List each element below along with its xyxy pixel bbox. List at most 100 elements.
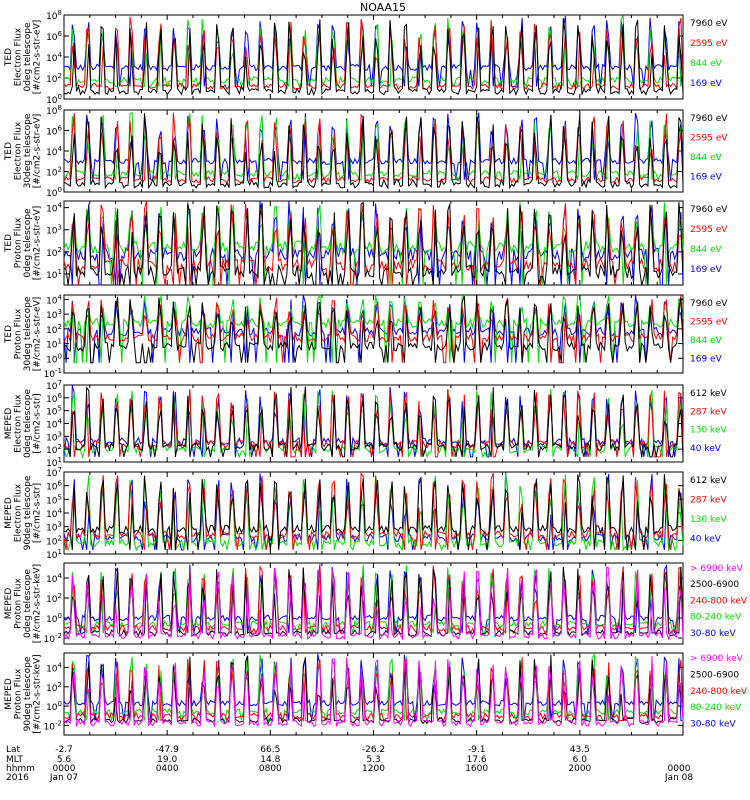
series-line-612-kev	[63, 386, 684, 458]
x-row-label: MLT	[6, 755, 24, 765]
y-tick-label: 102	[46, 246, 62, 259]
y-tick-label: 102	[46, 592, 62, 605]
legend-entry: 287 keV	[690, 407, 727, 417]
y-tick-label: 101	[46, 456, 62, 469]
x-tick-label: 19.0	[157, 755, 177, 765]
legend-entry: 287 keV	[690, 496, 727, 506]
legend-entry: 7960 eV	[690, 114, 728, 124]
legend-entry: 7960 eV	[690, 19, 728, 29]
x-tick-label: 5.6	[57, 755, 72, 765]
x-tick-label: 17.6	[467, 755, 487, 765]
y-tick-label: 102	[46, 166, 62, 179]
y-tick-label: 106	[46, 125, 62, 138]
x-tick-label: Jan 07	[49, 773, 78, 783]
y-axis-label-line: 0deg telescope	[23, 208, 33, 278]
x-tick-label: 66.5	[260, 745, 280, 755]
y-axis-label: MEPED Electron Flux 0deg telescope [#/cm2-s…	[4, 389, 43, 459]
y-tick-label: 104	[46, 202, 62, 215]
y-tick-label: 104	[46, 507, 62, 520]
y-axis-label-line: 90deg telescope	[23, 475, 33, 550]
y-axis-label-line: Proton Flux	[13, 668, 23, 719]
y-axis-label-line: MEPED	[4, 497, 14, 529]
y-tick-label: 106	[46, 480, 62, 493]
y-axis-label-line: MEPED	[4, 408, 14, 440]
y-tick-label: 10-2	[44, 632, 62, 645]
x-tick-label: 6.0	[573, 755, 588, 765]
series-line-80-240-kev	[63, 564, 684, 635]
x-row-label: 2016	[6, 773, 29, 783]
x-tick-label: -2.7	[55, 745, 73, 755]
y-tick-label: 107	[46, 466, 62, 479]
x-tick-label: -47.9	[156, 745, 180, 755]
x-tick-label: 2000	[568, 764, 591, 774]
panel-7: 10-2 100 102 104 MEPED Proton Flux 0deg telesc…	[4, 562, 748, 645]
x-tick-label: -9.1	[468, 745, 486, 755]
series-line-7960-ev	[63, 201, 684, 286]
y-tick-label: 104	[46, 51, 62, 64]
y-axis-label-line: Proton Flux	[13, 578, 23, 629]
legend-entry: > 6900 keV	[690, 564, 744, 574]
y-axis-label-line: 30deg telescope	[23, 113, 33, 188]
y-tick-label: 104	[46, 293, 62, 306]
legend-entry: 844 eV	[690, 336, 723, 346]
y-axis-label-line: 0deg telescope	[23, 569, 33, 639]
x-tick-label: 0400	[156, 764, 179, 774]
y-axis-label-line: 30deg telescope	[23, 296, 33, 371]
legend-entry: 30-80 keV	[690, 720, 736, 730]
legend-entry: 2595 eV	[690, 318, 728, 328]
y-axis-label-line: MEPED	[4, 588, 14, 620]
y-tick-label: 102	[46, 72, 62, 85]
legend-entry: 30-80 keV	[690, 629, 736, 639]
y-axis-label-line: [#/cm2-s-str-eV]	[32, 297, 42, 372]
legend-entry: 2595 eV	[690, 39, 728, 49]
series-line--6900-kev	[63, 656, 684, 728]
legend-entry: 2595 eV	[690, 225, 728, 235]
x-tick-label: 1600	[465, 764, 488, 774]
series-line-612-kev	[63, 474, 684, 550]
y-axis-label-line: Electron Flux	[13, 121, 23, 180]
legend-entry: 130 keV	[690, 426, 727, 436]
y-tick-label: 104	[46, 572, 62, 585]
y-axis-label: MEPED Electron Flux 90deg telescope [#/cm2-…	[4, 475, 43, 550]
y-tick-label: 10-2	[44, 719, 62, 732]
legend-entry: 240-800 keV	[690, 596, 748, 606]
x-tick-label: -26.2	[362, 745, 385, 755]
y-axis-label-line: Proton Flux	[13, 217, 23, 268]
x-row-label: Lat	[6, 745, 21, 755]
y-axis-label-line: 90deg telescope	[23, 656, 33, 731]
legend-entry: 169 eV	[690, 173, 723, 183]
legend-entry: 7960 eV	[690, 205, 728, 215]
legend-entry: 844 eV	[690, 245, 723, 255]
legend-entry: 7960 eV	[690, 299, 728, 309]
x-row-label: hhmm	[6, 764, 35, 774]
y-tick-label: 108	[46, 104, 62, 117]
x-tick-label: 1200	[362, 764, 385, 774]
series-line-7960-ev	[64, 294, 684, 364]
y-tick-label: 100	[46, 612, 62, 625]
y-axis-label-line: [#/cm2-s-str-keV]	[32, 564, 42, 643]
y-tick-label: 105	[46, 493, 62, 506]
y-tick-label: 108	[46, 9, 62, 22]
y-tick-label: 101	[46, 548, 62, 561]
legend-entry: 844 eV	[690, 59, 723, 69]
y-tick-label: 103	[46, 430, 62, 443]
legend-entry: 2595 eV	[690, 134, 728, 144]
series-line-169-ev	[63, 294, 684, 364]
y-axis-label: TED Electron Flux 30deg telescope [#/cm2-s-…	[4, 113, 43, 188]
y-tick-label: 102	[46, 443, 62, 456]
x-tick-label: Jan 08	[664, 773, 693, 783]
legend-entry: 80-240 keV	[690, 703, 742, 713]
y-axis-label-line: 0deg telescope	[23, 389, 33, 459]
y-axis-label-line: Electron Flux	[13, 394, 23, 453]
y-axis-label-line: MEPED	[4, 678, 14, 710]
y-axis-label: MEPED Proton Flux 90deg telescope [#/cm2-s-…	[4, 654, 43, 733]
y-axis-label: TED Electron Flux 0deg telescope [#/cm2-s-s…	[4, 20, 43, 95]
y-axis-label-line: Proton Flux	[13, 308, 23, 359]
y-tick-label: 100	[46, 352, 62, 365]
